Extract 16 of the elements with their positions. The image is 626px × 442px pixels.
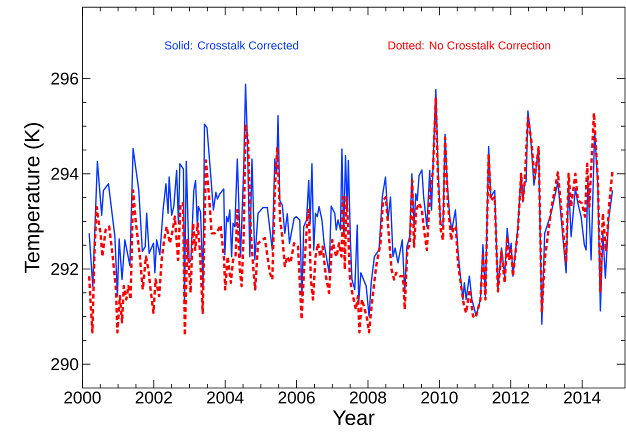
text: Dotted: No Crosstalk Correction (388, 41, 550, 50)
y-tick-label: 290 (51, 358, 78, 370)
x-tick-label: 2008 (350, 392, 386, 404)
x-tick-label: 2010 (421, 392, 458, 404)
x-tick-label: 2014 (564, 392, 601, 404)
x-tick-label: 2004 (207, 392, 244, 404)
x-tick-label: 2000 (64, 392, 101, 404)
x-axis-title: Year (332, 410, 375, 426)
y-tick-label: 296 (51, 72, 78, 85)
x-tick-label: 2002 (136, 392, 172, 404)
y-axis-title: Temperature (K) (24, 123, 44, 273)
text: Solid: Crosstalk Corrected (164, 41, 298, 50)
y-tick-label: 294 (51, 168, 78, 180)
x-tick-label: 2012 (492, 392, 529, 404)
x-tick-label: 2006 (278, 392, 315, 404)
y-tick-label: 292 (51, 262, 78, 276)
